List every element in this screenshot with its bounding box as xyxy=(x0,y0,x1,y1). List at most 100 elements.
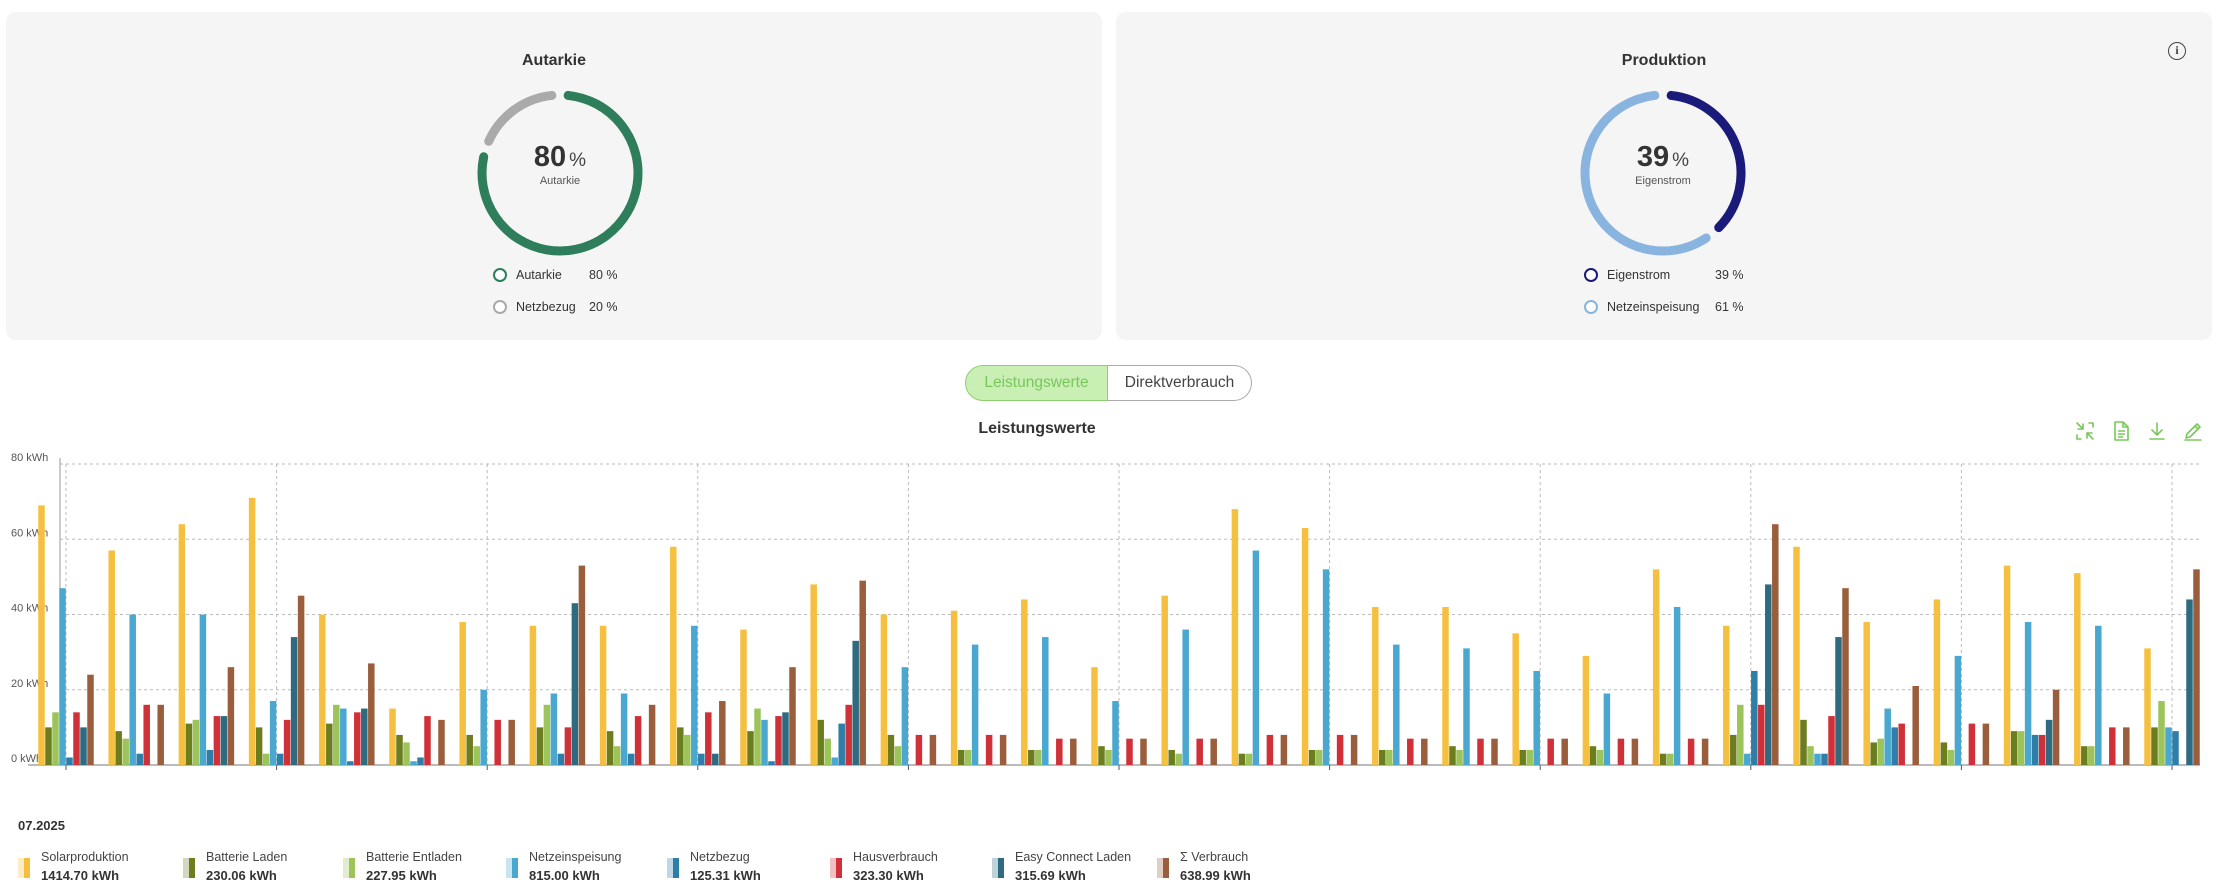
bar-solarproduktion xyxy=(38,505,45,765)
bar--verbrauch xyxy=(2123,727,2130,765)
bar-batterie-laden xyxy=(255,727,263,765)
bar-hausverbrauch xyxy=(845,704,852,765)
bar-hausverbrauch xyxy=(1547,738,1554,765)
bar--verbrauch xyxy=(719,701,726,765)
autarkie-title: Autarkie xyxy=(521,52,587,69)
bar-solarproduktion xyxy=(1933,599,1941,765)
autarkie-card: Autarkie 80% Autarkie Autarkie 80 % Netz… xyxy=(6,12,1102,340)
bar-hausverbrauch xyxy=(985,734,993,765)
bar-easy-connect-laden xyxy=(852,640,859,765)
legend-swatch xyxy=(183,858,195,878)
legend-eigenstrom-label: Eigenstrom xyxy=(1607,268,1671,282)
legend-swatch-light xyxy=(830,858,836,878)
legend-series-total: 230.06 kWh xyxy=(206,868,277,883)
bar-batterie-laden xyxy=(115,731,122,765)
document-icon[interactable] xyxy=(2110,420,2132,442)
bar--verbrauch xyxy=(1421,738,1428,765)
autarkie-dot-icon xyxy=(493,268,507,282)
info-icon[interactable]: i xyxy=(2168,42,2186,60)
bar-netzeinspeisung xyxy=(1112,701,1119,765)
bar-hausverbrauch xyxy=(143,704,150,765)
bar-batterie-laden xyxy=(817,719,824,765)
bar-netzeinspeisung xyxy=(1393,644,1400,765)
legend-swatch-dark xyxy=(673,858,679,878)
bar-netzeinspeisung xyxy=(1673,606,1681,765)
legend-swatch-light xyxy=(343,858,349,878)
legend-swatch-dark xyxy=(836,858,842,878)
bar-batterie-laden xyxy=(2010,731,2018,765)
legend-swatch xyxy=(18,858,30,878)
legend-eigenstrom: Eigenstrom 39 % xyxy=(1584,266,1744,284)
legend-swatch-dark xyxy=(349,858,355,878)
bar--verbrauch xyxy=(368,663,375,765)
bar--verbrauch xyxy=(2052,689,2060,765)
bar-solarproduktion xyxy=(1021,599,1028,765)
bar-batterie-laden xyxy=(1730,734,1737,765)
produktion-donut: 39% Eigenstrom xyxy=(1575,85,1751,261)
bar-hausverbrauch xyxy=(1617,738,1625,765)
bar-batterie-entladen xyxy=(262,753,270,765)
bar-easy-connect-laden xyxy=(1835,637,1842,765)
bar-netzeinspeisung xyxy=(620,693,628,765)
bar-batterie-laden xyxy=(1449,746,1456,765)
autarkie-center: 80% Autarkie xyxy=(472,141,648,187)
legend-swatch xyxy=(667,858,679,878)
bar-batterie-laden xyxy=(1659,753,1667,765)
compress-icon[interactable] xyxy=(2074,420,2096,442)
autarkie-donut: 80% Autarkie xyxy=(472,85,648,261)
bar--verbrauch xyxy=(1140,738,1147,765)
bar-solarproduktion xyxy=(178,524,186,765)
bar-hausverbrauch xyxy=(1687,738,1695,765)
netzeinspeisung-dot-icon xyxy=(1584,300,1598,314)
bar--verbrauch xyxy=(2193,569,2200,765)
download-icon[interactable] xyxy=(2146,420,2168,442)
edit-icon[interactable] xyxy=(2182,420,2204,442)
bar-batterie-entladen xyxy=(964,749,972,765)
bar-netzeinspeisung xyxy=(831,757,838,765)
bar-solarproduktion xyxy=(1512,633,1519,765)
bar-batterie-entladen xyxy=(2158,701,2165,765)
legend-swatch xyxy=(830,858,842,878)
bar-netzeinspeisung xyxy=(901,667,909,765)
legend-swatch xyxy=(343,858,355,878)
y-tick-label: 0 kWh xyxy=(11,753,42,765)
legend-series-total: 638.99 kWh xyxy=(1180,868,1251,883)
tab-direktverbrauch[interactable]: Direktverbrauch xyxy=(1108,365,1252,401)
bar--verbrauch xyxy=(929,734,937,765)
bar-solarproduktion xyxy=(2003,565,2011,765)
bar-hausverbrauch xyxy=(494,719,501,765)
bar-easy-connect-laden xyxy=(782,712,789,765)
bar-netzeinspeisung xyxy=(1463,648,1470,765)
produktion-value: 39 xyxy=(1636,141,1670,173)
y-tick-label: 80 kWh xyxy=(11,452,48,464)
legend-series-total: 323.30 kWh xyxy=(853,868,924,883)
bar-easy-connect-laden xyxy=(80,727,87,765)
tab-leistungswerte[interactable]: Leistungswerte xyxy=(965,365,1108,401)
bar-netzeinspeisung xyxy=(550,693,558,765)
bar-solarproduktion xyxy=(740,629,747,765)
produktion-card: Produktion i 39% Eigenstrom Eigenstrom 3… xyxy=(1116,12,2212,340)
bar-batterie-entladen xyxy=(333,704,340,765)
bar-netzeinspeisung xyxy=(2095,625,2102,765)
bar-netzeinspeisung xyxy=(691,625,698,765)
bar-netzeinspeisung xyxy=(1884,708,1891,765)
bar-batterie-entladen xyxy=(1737,704,1744,765)
legend-swatch-dark xyxy=(1163,858,1169,878)
produktion-title: Produktion xyxy=(1621,52,1707,69)
bar-solarproduktion xyxy=(950,610,958,765)
bar-netzeinspeisung xyxy=(1744,753,1751,765)
autarkie-unit: % xyxy=(569,150,587,171)
bar-solarproduktion xyxy=(108,550,115,765)
bar--verbrauch xyxy=(1280,734,1288,765)
bar-batterie-laden xyxy=(1589,746,1597,765)
legend-swatch-light xyxy=(667,858,673,878)
netzeinspeisung-arc xyxy=(1580,90,1711,256)
legend-swatch-light xyxy=(183,858,189,878)
bar-netzbezug xyxy=(1891,727,1898,765)
produktion-sublabel: Eigenstrom xyxy=(1635,175,1691,187)
legend-series-total: 815.00 kWh xyxy=(529,868,600,883)
bar-hausverbrauch xyxy=(213,716,221,765)
legend-autarkie-label: Autarkie xyxy=(516,268,562,282)
bar-netzeinspeisung xyxy=(269,701,277,765)
bar-hausverbrauch xyxy=(2038,734,2046,765)
